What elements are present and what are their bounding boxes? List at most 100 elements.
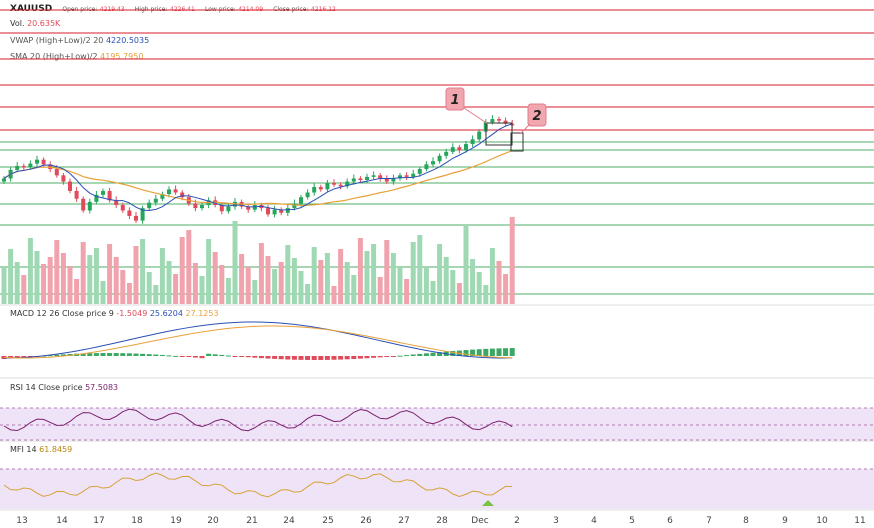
candle-body [325, 183, 330, 190]
volume-bar [219, 265, 225, 304]
volume-bar [357, 238, 363, 304]
candle-body [41, 159, 46, 165]
candle-body [81, 198, 86, 211]
macd-histogram-bar [272, 356, 278, 359]
candle-body [450, 147, 455, 152]
candle-body [219, 205, 224, 212]
rsi-label: RSI 14 Close price [10, 383, 83, 392]
candle-body [312, 187, 317, 193]
macd-histogram-bar [278, 356, 284, 360]
volume-bar [272, 269, 278, 304]
macd-signal-value: 27.1253 [185, 309, 219, 318]
x-tick-label: 21 [246, 516, 257, 526]
volume-bar [186, 230, 192, 304]
x-tick-label: 2 [514, 516, 520, 526]
volume-bar [344, 262, 350, 304]
macd-histogram-bar [430, 352, 436, 356]
candle-body [193, 203, 198, 209]
candle-body [318, 187, 323, 190]
sma-label: SMA 20 (High+Low)/2 [10, 52, 98, 61]
candle-body [107, 190, 112, 201]
volume-bar [87, 255, 93, 304]
volume-bar [107, 244, 113, 304]
macd-histogram-bar [133, 353, 139, 356]
macd-histogram-bar [153, 354, 159, 356]
candle-body [417, 169, 422, 174]
candle-body [503, 120, 508, 124]
candle-body [272, 209, 277, 215]
x-tick-label: 13 [16, 516, 27, 526]
volume-bar [258, 243, 264, 304]
volume-bar [239, 254, 245, 304]
candle-body [134, 215, 138, 221]
candle-body [490, 119, 495, 123]
macd-histogram-bar [212, 354, 218, 356]
macd-histogram-bar [120, 353, 126, 356]
volume-bar [331, 286, 337, 304]
macd-histogram-bar [404, 355, 410, 357]
x-tick-label: 11 [854, 516, 865, 526]
macd-histogram-bar [489, 348, 495, 356]
volume-value: 20.635K [27, 19, 61, 28]
candle-body [87, 201, 92, 211]
macd-histogram-bar [206, 353, 212, 356]
candle-body [411, 173, 416, 177]
volume-bar [430, 281, 436, 304]
macd-histogram-bar [107, 353, 113, 356]
candle-body [127, 210, 132, 216]
candle-body [226, 206, 231, 212]
macd-histogram-bar [311, 356, 317, 360]
macd-histogram-bar [331, 356, 337, 360]
x-tick-label: 27 [398, 516, 409, 526]
macd-line [3, 321, 513, 359]
macd-histogram-bar [410, 354, 416, 356]
macd-histogram-bar [179, 356, 185, 357]
volume-bar [423, 268, 429, 304]
volume-bar [245, 267, 251, 304]
volume-bar [305, 284, 311, 304]
volume-bar [212, 252, 218, 304]
macd-legend: MACD 12 26 Close price 9 -1.5049 25.6204… [10, 309, 219, 318]
volume-bar [179, 237, 185, 304]
macd-histogram-bar [14, 356, 20, 358]
macd-histogram-bar [199, 356, 205, 359]
macd-histogram-bar [397, 355, 403, 357]
volume-bar [437, 244, 443, 304]
candle-body [15, 165, 20, 170]
candle-body [114, 200, 119, 205]
candle-body [384, 178, 389, 182]
candle-body [299, 197, 303, 204]
candle-body [431, 161, 435, 165]
candle-body [54, 169, 59, 176]
volume-bar [324, 253, 330, 304]
rsi-legend: RSI 14 Close price 57.5083 [10, 383, 118, 392]
candle-body [444, 151, 449, 156]
macd-histogram-bar [351, 356, 357, 359]
macd-histogram-bar [305, 356, 311, 360]
macd-histogram-bar [298, 356, 304, 360]
macd-histogram-bar [27, 356, 33, 357]
macd-histogram-bar [509, 348, 515, 356]
volume-bar [41, 264, 47, 304]
rsi-band [0, 408, 874, 440]
volume-bar [80, 242, 86, 304]
macd-histogram-bar [186, 356, 192, 357]
volume-bar [54, 240, 60, 304]
volume-bar [199, 276, 205, 304]
vwap-line [3, 123, 513, 211]
volume-bar [371, 244, 377, 304]
volume-bar [390, 253, 396, 304]
macd-histogram-bar [245, 356, 251, 358]
volume-bar [496, 261, 502, 304]
macd-histogram-bar [252, 356, 258, 358]
volume-bar [8, 249, 14, 304]
candle-body [173, 189, 178, 193]
candle-body [28, 163, 33, 168]
candle-body [246, 206, 251, 210]
macd-histogram-bar [140, 353, 146, 356]
x-tick-label: 18 [131, 516, 143, 526]
volume-bar [100, 281, 106, 304]
volume-bar [192, 263, 198, 304]
x-tick-label: 25 [322, 516, 333, 526]
